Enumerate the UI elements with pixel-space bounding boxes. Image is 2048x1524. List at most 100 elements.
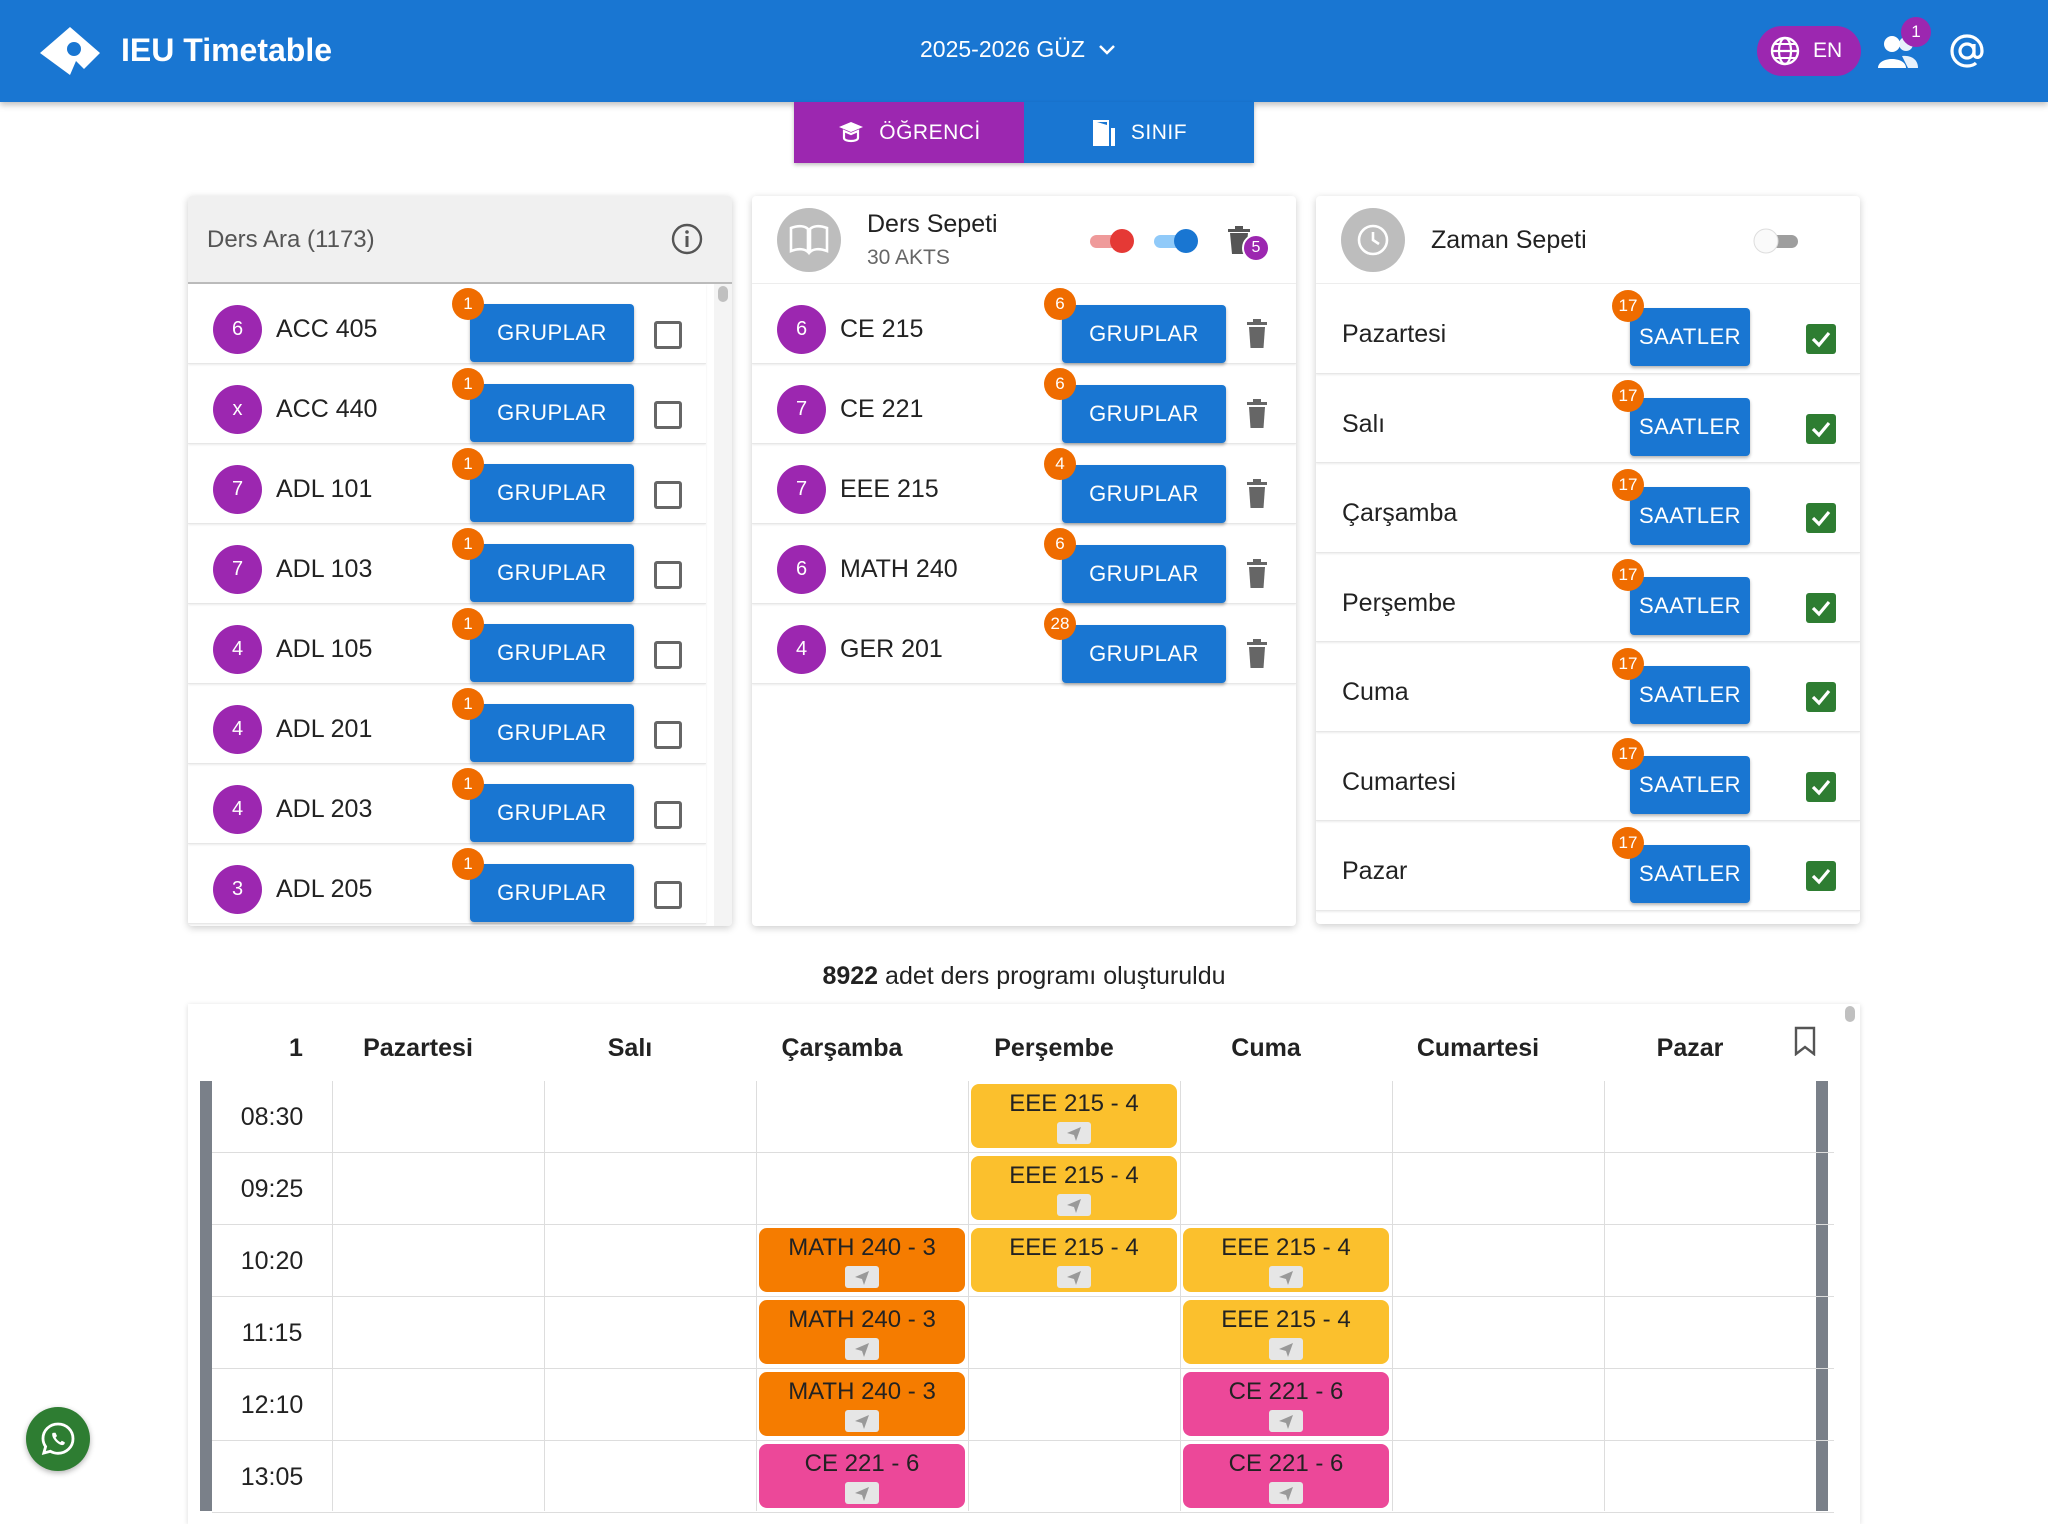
time-row: 11:15 — [212, 1297, 1834, 1369]
grid-line — [1392, 1081, 1393, 1511]
hours-button[interactable]: SAATLER — [1630, 308, 1750, 366]
tab-classroom[interactable]: SINIF — [1024, 102, 1254, 163]
info-icon[interactable] — [670, 222, 704, 256]
navigate-icon[interactable] — [845, 1338, 879, 1360]
groups-button[interactable]: GRUPLAR — [1062, 385, 1226, 443]
timetable-scroll-thumb[interactable] — [1842, 1004, 1858, 1024]
groups-button[interactable]: GRUPLAR — [470, 704, 634, 762]
akts-avatar: x — [213, 385, 262, 434]
course-block[interactable]: CE 221 - 6 — [1183, 1444, 1389, 1508]
navigate-icon[interactable] — [1057, 1266, 1091, 1288]
day-checkbox[interactable] — [1806, 771, 1836, 802]
navigate-icon[interactable] — [1269, 1266, 1303, 1288]
navigate-icon[interactable] — [845, 1482, 879, 1504]
course-search-list: 6 ACC 405 GRUPLAR 1 x ACC 440 GRUPLAR 1 7 ADL 101… — [188, 284, 732, 924]
course-checkbox[interactable] — [654, 721, 682, 749]
hours-button[interactable]: SAATLER — [1630, 845, 1750, 903]
course-search-row: 3 ADL 205 GRUPLAR 1 — [188, 844, 706, 924]
trash-icon[interactable] — [1244, 318, 1270, 350]
bookmark-icon[interactable] — [1792, 1026, 1818, 1056]
whatsapp-button[interactable] — [26, 1407, 90, 1471]
navigate-icon[interactable] — [1269, 1482, 1303, 1504]
day-checkbox[interactable] — [1806, 503, 1836, 533]
course-code: ACC 405 — [276, 315, 378, 343]
graduation-cap-icon — [839, 121, 864, 142]
term-selector[interactable]: 2025-2026 GÜZ — [920, 36, 1117, 63]
navigate-icon[interactable] — [1269, 1338, 1303, 1360]
hour-count-badge: 17 — [1612, 737, 1644, 770]
day-checkbox[interactable] — [1806, 413, 1836, 444]
book-icon — [789, 224, 829, 256]
navigate-icon[interactable] — [845, 1410, 879, 1432]
time-basket-toggle[interactable] — [1752, 226, 1800, 256]
tab-student[interactable]: ÖĞRENCİ — [794, 102, 1024, 163]
red-toggle[interactable] — [1088, 226, 1136, 256]
day-checkbox[interactable] — [1806, 861, 1836, 891]
trash-icon[interactable] — [1244, 478, 1270, 510]
course-checkbox[interactable] — [654, 801, 682, 829]
navigate-icon[interactable] — [1057, 1122, 1091, 1144]
course-block[interactable]: CE 221 - 6 — [1183, 1372, 1389, 1436]
day-row: Perşembe SAATLER 17 — [1316, 553, 1860, 642]
course-checkbox[interactable] — [654, 321, 682, 349]
groups-button[interactable]: GRUPLAR — [470, 304, 634, 362]
groups-button[interactable]: GRUPLAR — [470, 864, 634, 922]
day-row: Pazartesi SAATLER 17 — [1316, 284, 1860, 374]
hours-button[interactable]: SAATLER — [1630, 666, 1750, 724]
hours-button[interactable]: SAATLER — [1630, 397, 1750, 456]
group-count-badge: 4 — [1044, 448, 1076, 480]
course-block[interactable]: MATH 240 - 3 — [759, 1300, 965, 1364]
course-block-label: EEE 215 - 4 — [1221, 1234, 1351, 1261]
tab-classroom-label: SINIF — [1130, 120, 1188, 144]
course-block[interactable]: EEE 215 - 4 — [1183, 1228, 1389, 1292]
course-block[interactable]: EEE 215 - 4 — [971, 1156, 1177, 1220]
course-checkbox[interactable] — [654, 881, 682, 909]
ieu-logo-icon[interactable] — [38, 25, 102, 77]
course-search-row: 4 ADL 203 GRUPLAR 1 — [188, 764, 706, 844]
course-checkbox[interactable] — [654, 641, 682, 669]
groups-button[interactable]: GRUPLAR — [1062, 465, 1226, 523]
course-block-label: EEE 215 - 4 — [1009, 1162, 1139, 1189]
trash-icon[interactable] — [1244, 558, 1270, 590]
scrollbar[interactable] — [714, 284, 732, 926]
groups-button[interactable]: GRUPLAR — [470, 624, 634, 682]
day-name: Cuma — [1342, 678, 1409, 706]
at-sign-icon[interactable] — [1948, 32, 1986, 70]
course-checkbox[interactable] — [654, 401, 682, 429]
course-block[interactable]: EEE 215 - 4 — [971, 1084, 1177, 1148]
navigate-icon[interactable] — [1269, 1410, 1303, 1432]
hours-button[interactable]: SAATLER — [1630, 755, 1750, 814]
day-checkbox[interactable] — [1806, 682, 1836, 712]
navigate-icon[interactable] — [1057, 1194, 1091, 1216]
groups-button[interactable]: GRUPLAR — [470, 544, 634, 602]
scrollbar-thumb[interactable] — [718, 286, 728, 302]
groups-button[interactable]: GRUPLAR — [1062, 305, 1226, 363]
groups-button[interactable]: GRUPLAR — [470, 384, 634, 442]
hours-button[interactable]: SAATLER — [1630, 576, 1750, 635]
course-search-header[interactable]: Ders Ara (1173) — [188, 196, 732, 284]
course-checkbox[interactable] — [654, 561, 682, 589]
blue-toggle[interactable] — [1152, 226, 1200, 256]
course-block[interactable]: EEE 215 - 4 — [971, 1228, 1177, 1292]
trash-icon[interactable] — [1244, 638, 1270, 670]
day-checkbox[interactable] — [1806, 324, 1836, 354]
course-block[interactable]: MATH 240 - 3 — [759, 1372, 965, 1436]
course-checkbox[interactable] — [654, 481, 682, 509]
navigate-icon[interactable] — [845, 1266, 879, 1288]
course-block[interactable]: CE 221 - 6 — [759, 1444, 965, 1508]
day-header: Salı — [607, 1034, 653, 1062]
groups-button[interactable]: GRUPLAR — [1062, 545, 1226, 603]
groups-button[interactable]: GRUPLAR — [470, 464, 634, 522]
groups-button[interactable]: GRUPLAR — [1062, 625, 1226, 683]
groups-button[interactable]: GRUPLAR — [470, 784, 634, 842]
trash-icon[interactable] — [1244, 398, 1270, 430]
course-basket-avatar — [777, 208, 841, 272]
time-label: 10:20 — [240, 1246, 304, 1275]
day-checkbox[interactable] — [1806, 592, 1836, 623]
time-label: 08:30 — [240, 1102, 304, 1131]
language-button[interactable]: EN — [1757, 26, 1861, 76]
day-row: Cumartesi SAATLER 17 — [1316, 732, 1860, 821]
course-block[interactable]: EEE 215 - 4 — [1183, 1300, 1389, 1364]
course-block[interactable]: MATH 240 - 3 — [759, 1228, 965, 1292]
hours-button[interactable]: SAATLER — [1630, 487, 1750, 545]
